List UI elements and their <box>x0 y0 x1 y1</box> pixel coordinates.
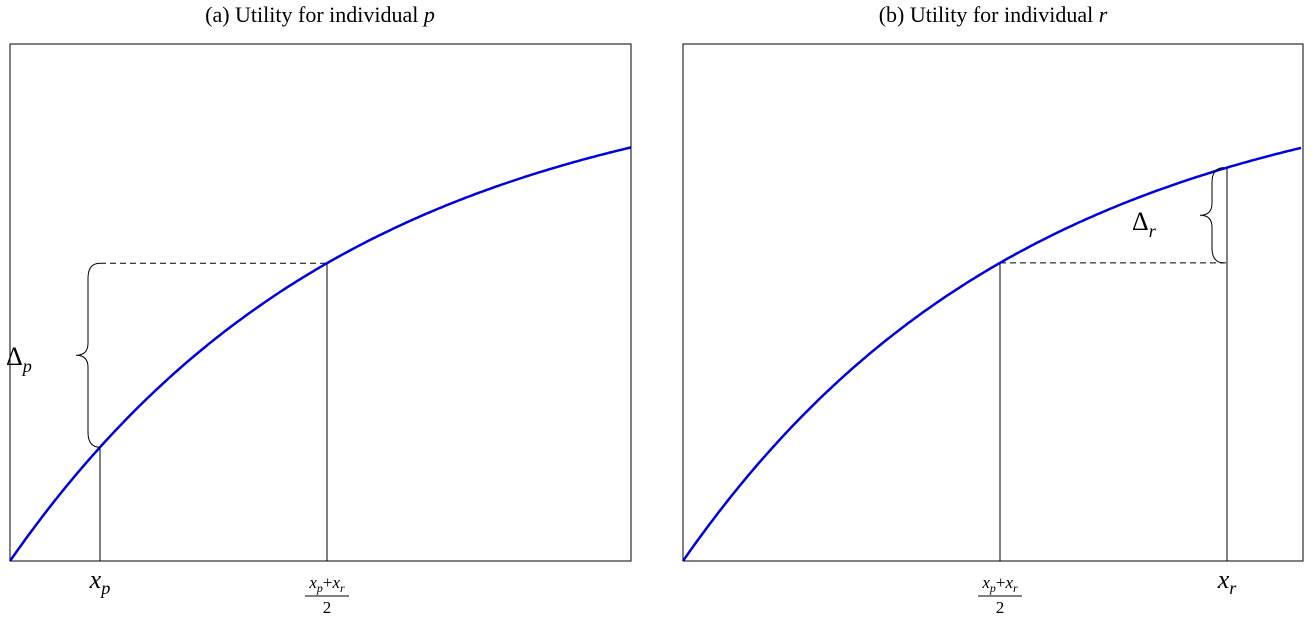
fraction-denominator: 2 <box>996 598 1005 617</box>
x-label: xp <box>89 565 111 598</box>
panel-title: (b) Utility for individual r <box>879 2 1108 27</box>
panel-b: (b) Utility for individual r xp+xr 2 xr … <box>681 2 1304 617</box>
x-label: xr <box>1217 565 1238 598</box>
panel-a: (a) Utility for individual p xp xp+xr 2 … <box>6 2 632 617</box>
frame <box>682 43 1304 562</box>
brace <box>75 262 101 448</box>
fraction-numerator: xp+xr <box>981 573 1018 595</box>
brace <box>1199 167 1225 264</box>
utility-curve <box>681 146 1302 562</box>
fraction-denominator: 2 <box>323 598 332 617</box>
delta-label: Δr <box>1132 207 1157 241</box>
fraction-numerator: xp+xr <box>308 573 345 595</box>
frame <box>9 43 632 562</box>
panel-title: (a) Utility for individual p <box>205 2 435 27</box>
delta-label: Δp <box>6 342 32 376</box>
utility-curve <box>8 146 632 562</box>
